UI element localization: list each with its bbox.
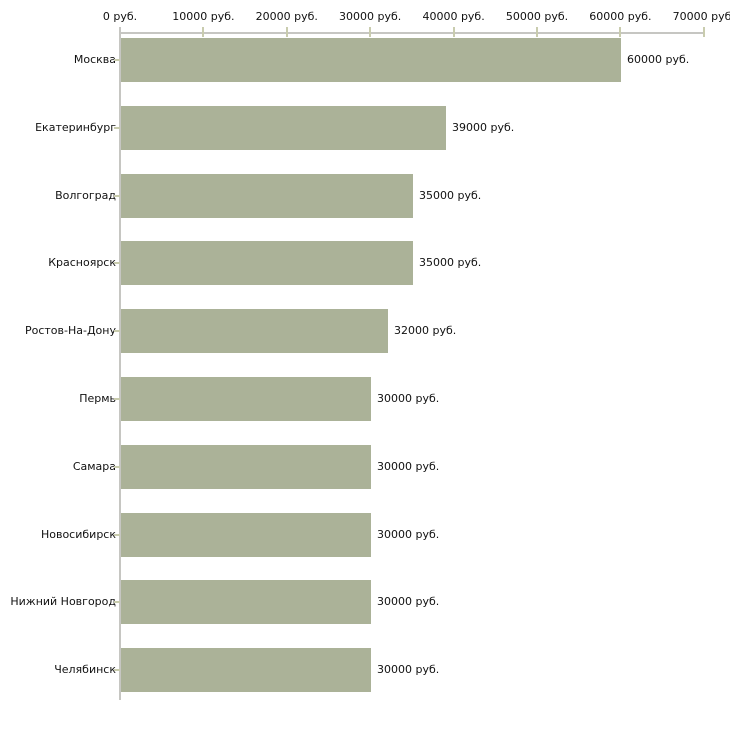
value-label: 35000 руб. xyxy=(419,256,482,270)
y-tick-mark xyxy=(114,262,120,265)
value-label: 30000 руб. xyxy=(377,459,440,473)
bar xyxy=(121,512,371,557)
x-tick-mark xyxy=(202,27,205,37)
x-tick-label: 10000 руб. xyxy=(172,10,235,23)
bar xyxy=(121,580,371,625)
x-tick-mark xyxy=(702,27,705,37)
x-tick-mark xyxy=(452,27,455,37)
category-label: Ростов-На-Дону xyxy=(24,324,116,338)
y-tick-mark xyxy=(114,330,120,333)
value-label: 39000 руб. xyxy=(452,120,515,134)
category-label: Волгоград xyxy=(55,188,116,202)
x-tick-mark xyxy=(285,27,288,37)
y-tick-mark xyxy=(114,126,120,129)
y-tick-mark xyxy=(114,669,120,672)
x-tick-mark xyxy=(619,27,622,37)
value-label: 35000 руб. xyxy=(419,188,482,202)
value-label: 30000 руб. xyxy=(377,595,440,609)
y-tick-mark xyxy=(114,601,120,604)
bar xyxy=(121,105,446,150)
category-label: Нижний Новгород xyxy=(10,595,116,609)
x-tick-label: 0 руб. xyxy=(102,10,138,23)
category-label: Пермь xyxy=(79,392,116,405)
category-label: Москва xyxy=(73,53,116,66)
category-label: Новосибирск xyxy=(40,527,116,541)
x-tick-label: 30000 руб. xyxy=(339,10,402,23)
x-tick-label: 60000 руб. xyxy=(589,10,652,23)
value-label: 30000 руб. xyxy=(377,392,440,405)
category-label: Челябинск xyxy=(54,663,116,677)
bar xyxy=(121,648,371,693)
x-tick-mark xyxy=(369,27,372,37)
bar xyxy=(121,309,388,354)
y-tick-mark xyxy=(114,533,120,536)
x-tick-mark xyxy=(536,27,538,37)
value-label: 60000 руб. xyxy=(627,53,690,66)
bar xyxy=(121,444,371,489)
bar xyxy=(121,241,413,286)
category-label: Самара xyxy=(72,459,116,473)
x-tick-label: 50000 руб. xyxy=(505,10,569,23)
y-tick-mark xyxy=(114,59,120,61)
x-tick-label: 70000 руб. xyxy=(672,10,730,23)
value-label: 32000 руб. xyxy=(394,324,457,338)
x-tick-label: 20000 руб. xyxy=(255,10,318,23)
bar xyxy=(121,173,413,218)
bar xyxy=(121,377,371,421)
category-label: Екатеринбург xyxy=(35,120,116,134)
x-axis-line xyxy=(119,32,705,34)
bar xyxy=(121,38,621,82)
value-label: 30000 руб. xyxy=(377,663,440,677)
x-tick-label: 40000 руб. xyxy=(422,10,485,23)
category-label: Красноярск xyxy=(48,256,116,270)
y-axis-line xyxy=(119,27,121,700)
y-tick-mark xyxy=(114,194,120,197)
y-tick-mark xyxy=(114,465,120,468)
y-tick-mark xyxy=(114,398,120,400)
value-label: 30000 руб. xyxy=(377,527,440,541)
